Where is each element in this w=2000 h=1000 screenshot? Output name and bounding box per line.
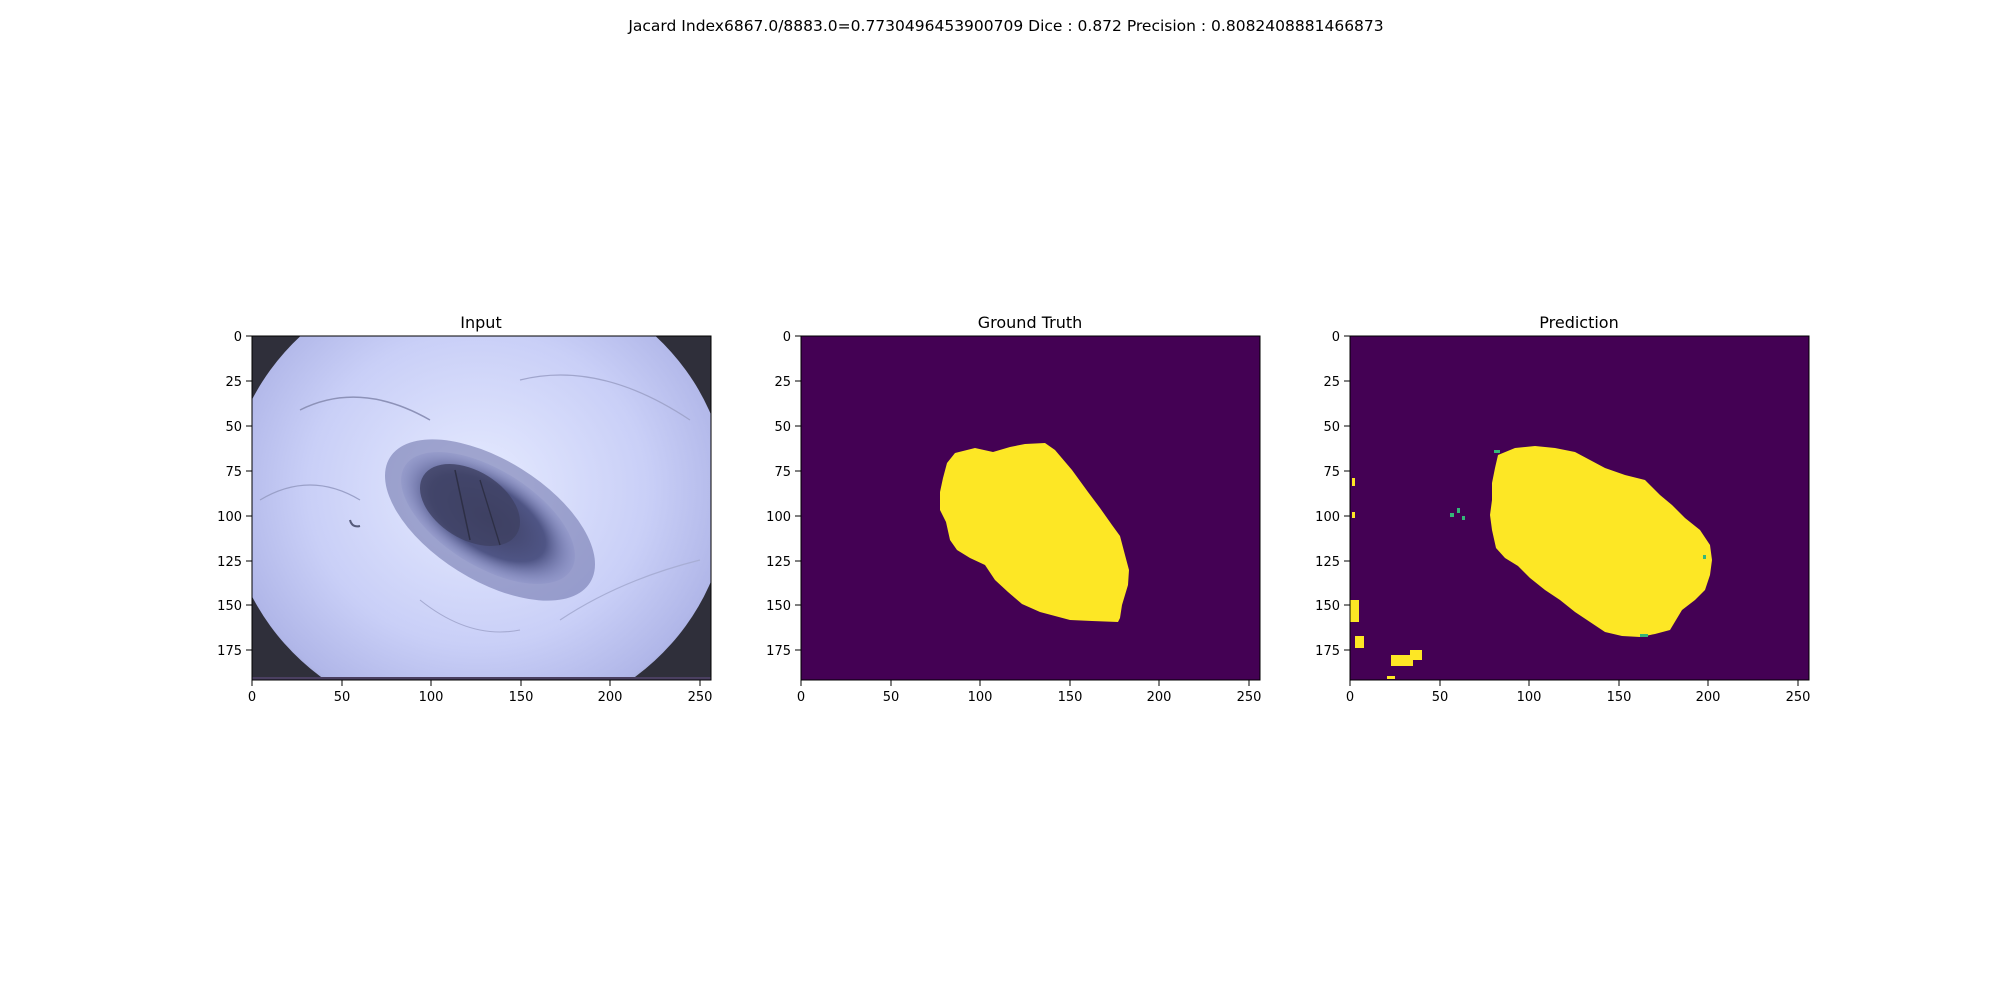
pred-ytick-150: 150 bbox=[1315, 599, 1340, 614]
panel-ground-truth: Ground Truth 0 25 50 75 100 125 150 175 bbox=[766, 313, 1261, 705]
input-ytick-0: 0 bbox=[234, 330, 242, 345]
ground-truth-x-axis: 0 50 100 150 200 250 bbox=[797, 680, 1262, 705]
gt-ytick-0: 0 bbox=[783, 330, 791, 345]
input-xtick-250: 250 bbox=[688, 690, 713, 705]
input-xtick-100: 100 bbox=[419, 690, 444, 705]
prediction-y-axis: 0 25 50 75 100 125 150 175 bbox=[1315, 330, 1350, 659]
gt-ytick-150: 150 bbox=[766, 599, 791, 614]
gt-xtick-200: 200 bbox=[1147, 690, 1172, 705]
pred-ytick-75: 75 bbox=[1323, 465, 1340, 480]
pred-xtick-200: 200 bbox=[1696, 690, 1721, 705]
pred-ytick-50: 50 bbox=[1323, 420, 1340, 435]
gt-xtick-250: 250 bbox=[1237, 690, 1262, 705]
pred-ytick-0: 0 bbox=[1332, 330, 1340, 345]
input-ytick-25: 25 bbox=[225, 375, 242, 390]
panel-title-input: Input bbox=[460, 313, 501, 332]
pred-xtick-150: 150 bbox=[1607, 690, 1632, 705]
gt-ytick-25: 25 bbox=[774, 375, 791, 390]
gt-xtick-50: 50 bbox=[883, 690, 900, 705]
gt-ytick-50: 50 bbox=[774, 420, 791, 435]
pred-ytick-25: 25 bbox=[1323, 375, 1340, 390]
pred-xtick-50: 50 bbox=[1432, 690, 1449, 705]
input-xtick-50: 50 bbox=[334, 690, 351, 705]
input-ytick-150: 150 bbox=[217, 599, 242, 614]
pred-xtick-100: 100 bbox=[1517, 690, 1542, 705]
gt-ytick-125: 125 bbox=[766, 555, 791, 570]
pred-xtick-250: 250 bbox=[1786, 690, 1811, 705]
input-ytick-175: 175 bbox=[217, 644, 242, 659]
panel-title-ground-truth: Ground Truth bbox=[978, 313, 1083, 332]
input-ytick-100: 100 bbox=[217, 510, 242, 525]
input-xtick-0: 0 bbox=[248, 690, 256, 705]
input-x-axis: 0 50 100 150 200 250 bbox=[248, 680, 713, 705]
pred-ytick-175: 175 bbox=[1315, 644, 1340, 659]
ground-truth-y-axis: 0 25 50 75 100 125 150 175 bbox=[766, 330, 801, 659]
input-xtick-150: 150 bbox=[509, 690, 534, 705]
input-y-axis: 0 25 50 75 100 125 150 175 bbox=[217, 330, 252, 659]
prediction-x-axis: 0 50 100 150 200 250 bbox=[1346, 680, 1811, 705]
input-image bbox=[252, 336, 711, 680]
panel-input: Input bbox=[217, 313, 713, 705]
figure-suptitle: Jacard Index6867.0/8883.0=0.773049645390… bbox=[627, 17, 1383, 35]
gt-xtick-100: 100 bbox=[968, 690, 993, 705]
gt-ytick-100: 100 bbox=[766, 510, 791, 525]
input-xtick-200: 200 bbox=[598, 690, 623, 705]
panel-title-prediction: Prediction bbox=[1539, 313, 1618, 332]
pred-ytick-100: 100 bbox=[1315, 510, 1340, 525]
pred-ytick-125: 125 bbox=[1315, 555, 1340, 570]
gt-xtick-0: 0 bbox=[797, 690, 805, 705]
prediction-mask bbox=[1350, 336, 1809, 680]
gt-ytick-175: 175 bbox=[766, 644, 791, 659]
pred-xtick-0: 0 bbox=[1346, 690, 1354, 705]
input-ytick-75: 75 bbox=[225, 465, 242, 480]
ground-truth-mask bbox=[801, 336, 1260, 680]
gt-xtick-150: 150 bbox=[1058, 690, 1083, 705]
input-ytick-125: 125 bbox=[217, 555, 242, 570]
input-ytick-50: 50 bbox=[225, 420, 242, 435]
gt-ytick-75: 75 bbox=[774, 465, 791, 480]
panel-prediction: Prediction bbox=[1315, 313, 1810, 705]
